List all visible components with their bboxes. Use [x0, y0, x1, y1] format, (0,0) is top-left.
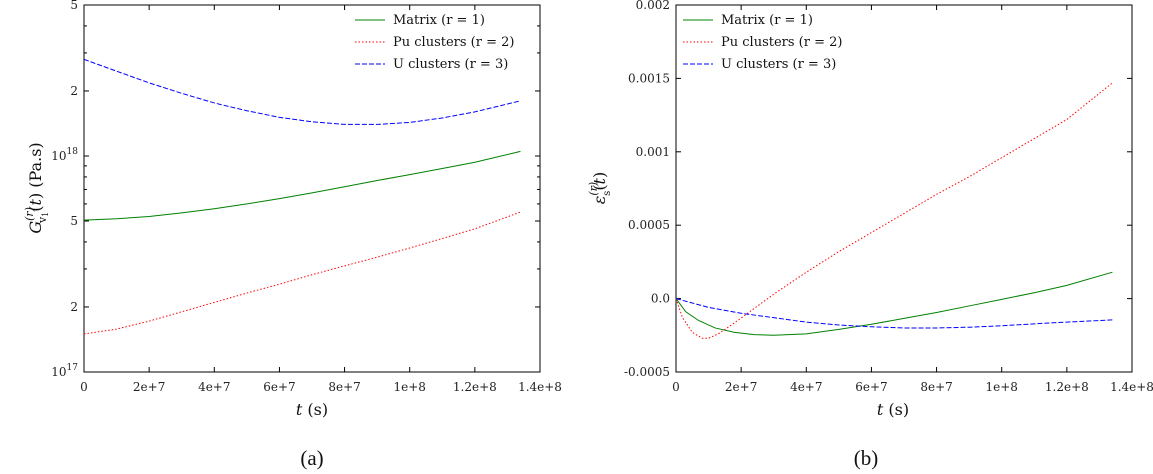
y-tick-label: 2 [70, 300, 78, 314]
y-tick-label: 0.0005 [628, 218, 670, 232]
x-tick-label: 4e+7 [198, 380, 230, 394]
y-tick-label: 0.002 [636, 0, 670, 12]
legend-label-1: Matrix (r = 1) [721, 13, 813, 28]
y-ticks-a: 1017 2 5 1018 2 5 [51, 0, 540, 379]
y-tick-label: 1017 [51, 363, 78, 379]
x-tick-label: 1.4e+8 [1110, 380, 1153, 394]
x-tick-label: 0 [80, 380, 88, 394]
x-tick-label: 8e+7 [328, 380, 360, 394]
x-tick-label: 6e+7 [263, 380, 295, 394]
y-tick-label: 0.0 [651, 292, 670, 306]
chart-panel-b: 0 2e+7 4e+7 6e+7 8e+7 1e+8 1.2e+8 1.4e+8 -0.000… [587, 0, 1153, 470]
x-tick-label: 2e+7 [133, 380, 165, 394]
legend-b: Matrix (r = 1) Pu clusters (r = 2) U clust… [683, 13, 842, 72]
x-tick-label: 1.4e+8 [518, 380, 562, 394]
x-tick-label: 8e+7 [920, 380, 952, 394]
panel-label-b: (b) [854, 446, 879, 470]
legend-label-2: Pu clusters (r = 2) [721, 35, 842, 50]
plot-frame-a [83, 4, 541, 373]
y-tick-label: 1018 [51, 147, 78, 163]
series-group-b [675, 82, 1113, 339]
y-axis-label-a: G(r)v1(t) (Pa.s) [23, 142, 50, 233]
y-tick-label: -0.0005 [624, 365, 670, 379]
x-tick-label: 6e+7 [855, 380, 887, 394]
x-tick-label: 1e+8 [985, 380, 1017, 394]
y-axis-label-b: ε(r) s(t) [587, 172, 613, 205]
legend-label-1: Matrix (r = 1) [393, 13, 485, 28]
y-tick-label: 0.001 [636, 145, 670, 159]
x-tick-label: 1.2e+8 [1045, 380, 1089, 394]
chart-panel-a: 0 2e+7 4e+7 6e+7 8e+7 1e+8 1.2e+8 1.4e+8 1017 2 5… [23, 0, 562, 470]
y-ticks-b: -0.0005 0.0 0.0005 0.001 0.0015 0.002 [624, 0, 1132, 379]
legend-label-2: Pu clusters (r = 2) [393, 35, 514, 50]
x-tick-label: 0 [672, 380, 680, 394]
legend-label-3: U clusters (r = 3) [393, 57, 508, 72]
plot-frame-b [675, 4, 1133, 373]
series-line-3 [675, 298, 1113, 329]
series-line-3 [83, 58, 521, 125]
series-line-2 [675, 82, 1113, 339]
x-tick-label: 1e+8 [393, 380, 425, 394]
x-tick-label: 2e+7 [725, 380, 757, 394]
series-group-a [83, 58, 521, 335]
series-line-1 [83, 150, 521, 221]
y-tick-label: 5 [70, 0, 78, 12]
x-axis-label-a: t (s) [296, 400, 328, 419]
panel-label-a: (a) [300, 446, 323, 470]
legend-a: Matrix (r = 1) Pu clusters (r = 2) U clust… [355, 13, 514, 72]
legend-label-3: U clusters (r = 3) [721, 57, 836, 72]
y-tick-label: 2 [70, 84, 78, 98]
x-ticks-b: 0 2e+7 4e+7 6e+7 8e+7 1e+8 1.2e+8 1.4e+8 [672, 5, 1153, 394]
x-ticks-a: 0 2e+7 4e+7 6e+7 8e+7 1e+8 1.2e+8 1.4e+8 [80, 5, 562, 394]
y-tick-label: 0.0015 [628, 71, 670, 85]
series-line-2 [83, 211, 521, 335]
x-tick-label: 4e+7 [790, 380, 822, 394]
x-axis-label-b: t (s) [877, 400, 909, 419]
x-tick-label: 1.2e+8 [453, 380, 497, 394]
y-tick-label: 5 [70, 214, 78, 228]
series-line-1 [675, 271, 1113, 336]
